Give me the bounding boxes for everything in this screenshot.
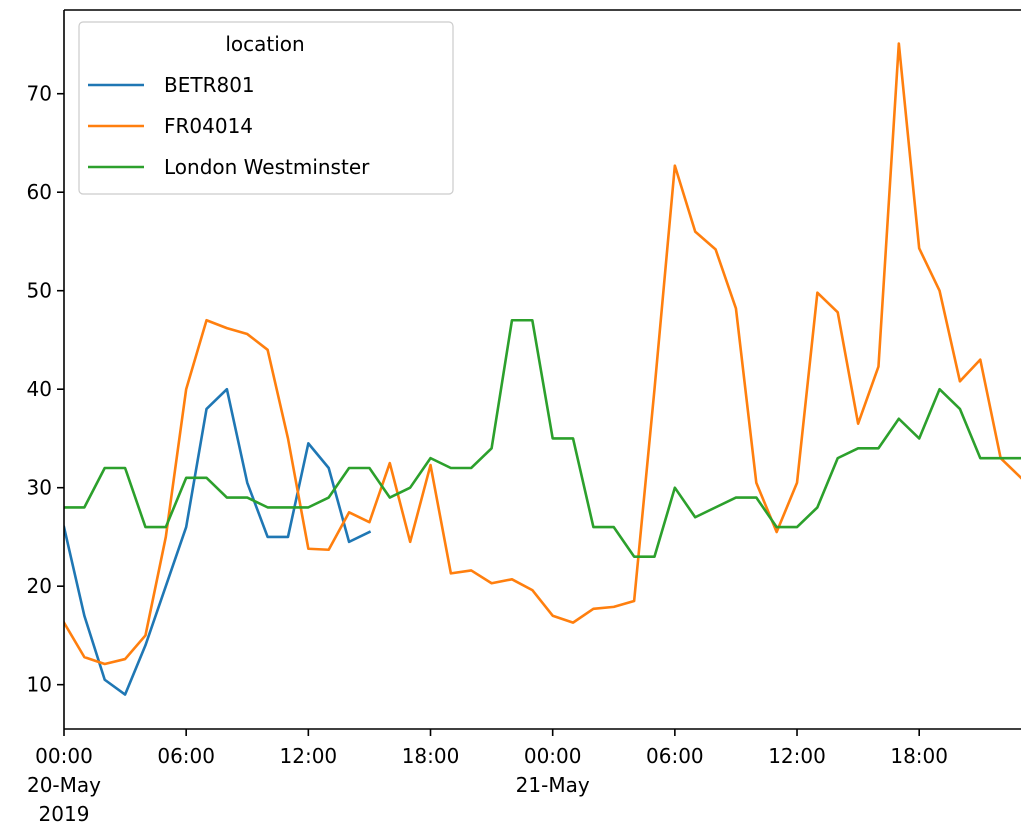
- x-tick-label: 20-May: [27, 773, 101, 797]
- axes-frame: [63, 9, 1021, 730]
- y-tick-label: 70: [27, 82, 52, 106]
- x-axis: 00:00 20-May 2019 06:00 12:00 18:00 00:00 21-Ma…: [27, 729, 948, 826]
- x-tick-label: 12:00: [768, 744, 826, 768]
- y-tick-label: 40: [27, 377, 52, 401]
- legend-label-0: BETR801: [164, 73, 255, 97]
- y-tick-label: 60: [27, 180, 52, 204]
- y-tick-label: 10: [27, 673, 52, 697]
- legend-label-2: London Westminster: [164, 155, 370, 179]
- series-layer: [64, 42, 1021, 696]
- x-tick-label: 06:00: [646, 744, 704, 768]
- y-tick-label: 20: [27, 574, 52, 598]
- x-tick-label: 00:00: [524, 744, 582, 768]
- series-line-0: [64, 387, 372, 696]
- legend-entries: BETR801 FR04014 London Westminster: [88, 73, 370, 179]
- x-tick-label: 21-May: [516, 773, 590, 797]
- legend: location BETR801 FR04014 London Westminste…: [78, 21, 454, 195]
- legend-box: [78, 21, 454, 195]
- x-tick-label: 12:00: [280, 744, 338, 768]
- y-axis: 10 20 30 40 50 60 70: [27, 82, 64, 697]
- x-tick-label: 00:00: [35, 744, 93, 768]
- series-line-2: [64, 318, 1021, 558]
- legend-label-1: FR04014: [164, 114, 253, 138]
- y-tick-label: 50: [27, 279, 52, 303]
- legend-title: location: [225, 32, 304, 56]
- x-tick-label: 2019: [39, 802, 90, 826]
- x-tick-label: 18:00: [890, 744, 948, 768]
- y-tick-label: 30: [27, 476, 52, 500]
- x-tick-label: 06:00: [157, 744, 215, 768]
- series-line-1: [64, 42, 1021, 666]
- x-tick-label: 18:00: [402, 744, 460, 768]
